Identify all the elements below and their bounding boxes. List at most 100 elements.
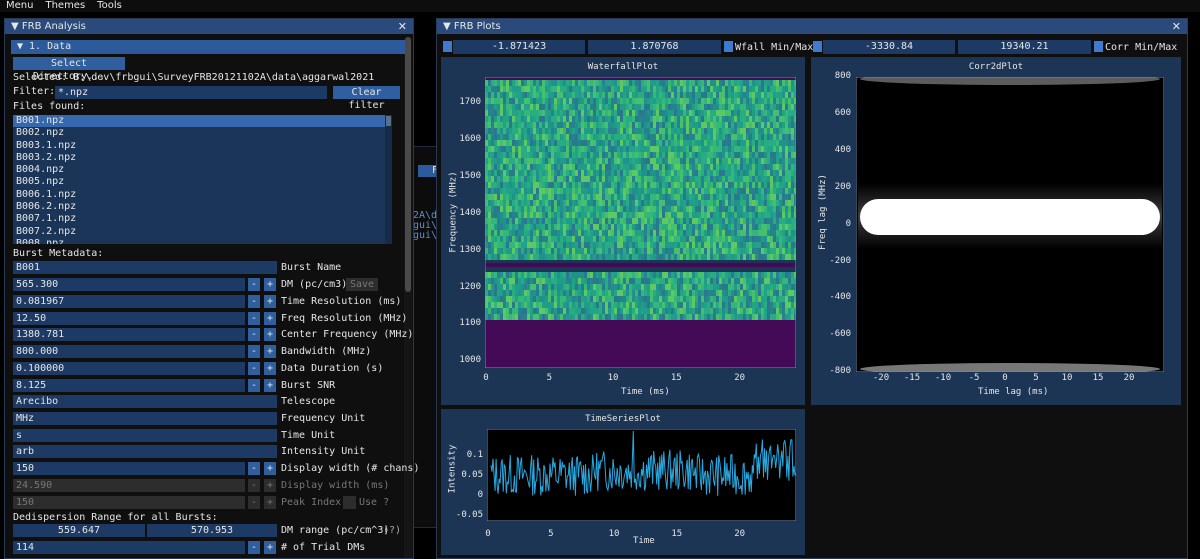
freq-resolution-plus-button[interactable]: + (264, 311, 276, 325)
burst-snr-minus-button[interactable]: - (248, 378, 260, 392)
time-unit-input[interactable]: s (13, 428, 277, 442)
corr2d-y-tick-label: -600 (829, 329, 851, 340)
file-list-item[interactable]: B007.1.npz (16, 213, 77, 225)
timeseries-plot[interactable]: TimeSeriesPlot 0.1 0.05 0 -0.05 0 5 10 15 20 Ti… (441, 409, 805, 555)
file-list-item[interactable]: B003.2.npz (16, 151, 77, 163)
corr-min-input[interactable]: -3330.84 (823, 40, 955, 54)
time-resolution-input[interactable]: 0.081967 (13, 294, 245, 308)
waterfall-x-tick-label: 15 (670, 373, 682, 383)
trial-dms-input[interactable]: 114 (13, 541, 245, 554)
freq-resolution-input[interactable]: 12.50 (13, 311, 245, 325)
close-icon[interactable]: ✕ (397, 20, 407, 33)
data-duration-plus-button[interactable]: + (264, 362, 276, 375)
display-width-chans-input[interactable]: 150 (13, 462, 245, 475)
trial-dms-minus-button[interactable]: - (248, 541, 260, 554)
select-directory-button[interactable]: Select Directory... (13, 57, 125, 82)
dm-input[interactable]: 565.300 (13, 278, 245, 291)
display-width-chans-minus-button[interactable]: - (248, 462, 260, 475)
file-list-item[interactable]: B006.1.npz (16, 188, 77, 200)
center-frequency-plus-button[interactable]: + (264, 328, 276, 342)
display-width-ms-minus-button[interactable]: - (248, 479, 260, 492)
timeseries-y-tick-label: 0.05 (461, 470, 483, 480)
plots-title-bar[interactable]: ▼ FRB Plots ✕ (437, 19, 1187, 34)
time-resolution-plus-button[interactable]: + (264, 294, 276, 308)
analysis-title-bar[interactable]: ▼ FRB Analysis ✕ (5, 19, 413, 34)
dm-plus-button[interactable]: + (264, 278, 276, 291)
timeseries-chart[interactable] (487, 429, 796, 521)
intensity-unit-input[interactable]: arb (13, 445, 277, 459)
peak-index-minus-button[interactable]: - (248, 496, 260, 509)
data-duration-input[interactable]: 0.100000 (13, 362, 245, 375)
file-list-item[interactable]: B003.1.npz (16, 139, 77, 151)
filter-input[interactable]: *.npz (55, 86, 327, 99)
wfall-max-grab-icon[interactable] (724, 41, 733, 52)
corr2d-central-blob (860, 199, 1160, 235)
freq-resolution-label: Freq Resolution (MHz) (281, 312, 408, 324)
waterfall-image[interactable] (485, 77, 796, 368)
frequency-unit-input[interactable]: MHz (13, 411, 277, 425)
corr2d-x-tick-label: -5 (968, 373, 980, 383)
file-list-item[interactable]: B002.npz (16, 127, 65, 139)
corr2d-image[interactable] (856, 77, 1164, 372)
help-marker[interactable]: (?) (383, 525, 402, 536)
display-width-ms-input[interactable]: 24.590 (13, 479, 245, 492)
save-dm-button[interactable]: Save (346, 278, 378, 291)
waterfall-x-tick-label: 5 (546, 373, 552, 383)
files-list[interactable]: B001.npz B002.npz B003.1.npz B003.2.npz B004… (13, 115, 392, 244)
analysis-scrollbar-thumb[interactable] (405, 37, 411, 292)
corr2d-x-tick-label: -15 (903, 373, 921, 383)
timeseries-x-tick-label: 15 (671, 529, 683, 539)
files-list-scrollbar-thumb[interactable] (386, 116, 391, 126)
dm-minus-button[interactable]: - (248, 278, 260, 291)
trial-dms-plus-button[interactable]: + (264, 541, 276, 554)
file-list-item[interactable]: B001.npz (13, 115, 392, 128)
close-icon[interactable]: ✕ (1171, 20, 1181, 33)
bandwidth-minus-button[interactable]: - (248, 345, 260, 359)
freq-resolution-minus-button[interactable]: - (248, 311, 260, 325)
center-frequency-input[interactable]: 1380.781 (13, 328, 245, 342)
use-peak-checkbox[interactable] (343, 496, 356, 509)
center-frequency-minus-button[interactable]: - (248, 328, 260, 342)
data-duration-minus-button[interactable]: - (248, 362, 260, 375)
peak-index-plus-button[interactable]: + (264, 496, 276, 509)
telescope-input[interactable]: Arecibo (13, 395, 277, 408)
wfall-min-input[interactable]: -1.871423 (453, 40, 585, 54)
burst-name-input[interactable]: B001 (13, 261, 277, 274)
burst-snr-input[interactable]: 8.125 (13, 378, 245, 392)
analysis-scrollbar[interactable] (404, 37, 412, 558)
dm-range-max-input[interactable]: 570.953 (147, 524, 277, 537)
waterfall-plot[interactable]: WaterfallPlot 1700 1600 1500 1400 1300 1200 11… (441, 57, 805, 405)
wfall-range-grab-icon[interactable] (443, 41, 452, 52)
trial-dms-label: # of Trial DMs (281, 542, 366, 553)
peak-index-input[interactable]: 150 (13, 496, 245, 509)
bg-fragment-text: F (432, 165, 438, 177)
file-list-item[interactable]: B008.npz (16, 237, 65, 244)
analysis-window-title: FRB Analysis (21, 21, 86, 32)
corr2d-plot[interactable]: Corr2dPlot 800 600 400 200 0 -200 -400 -600 -800… (811, 57, 1181, 405)
menu-item-tools[interactable]: Tools (97, 0, 122, 11)
corr-max-grab-icon[interactable] (1094, 41, 1103, 52)
burst-snr-plus-button[interactable]: + (264, 378, 276, 392)
bandwidth-plus-button[interactable]: + (264, 345, 276, 359)
corr-max-input[interactable]: 19340.21 (958, 40, 1091, 54)
display-width-ms-plus-button[interactable]: + (264, 479, 276, 492)
file-list-item[interactable]: B005.npz (16, 176, 65, 188)
file-list-item[interactable]: B006.2.npz (16, 201, 77, 213)
corr2d-x-tick-label: 0 (1002, 373, 1008, 383)
file-list-item[interactable]: B007.2.npz (16, 225, 77, 237)
time-resolution-minus-button[interactable]: - (248, 294, 260, 308)
collapse-arrow-icon[interactable]: ▼ (443, 21, 454, 32)
wfall-max-input[interactable]: 1.870768 (588, 40, 721, 54)
dm-range-min-input[interactable]: 559.647 (13, 524, 145, 537)
waterfall-y-tick-label: 1600 (459, 133, 481, 144)
file-list-item[interactable]: B004.npz (16, 164, 65, 176)
section-header-data[interactable]: ▼ 1. Data (11, 40, 405, 54)
bandwidth-input[interactable]: 800.000 (13, 345, 245, 359)
collapse-arrow-icon[interactable]: ▼ (11, 21, 22, 32)
files-list-scrollbar[interactable] (385, 115, 392, 244)
menu-item-themes[interactable]: Themes (45, 0, 86, 11)
corr-range-grab-icon[interactable] (813, 41, 822, 52)
clear-filter-button[interactable]: Clear filter (333, 86, 400, 111)
menu-item-menu[interactable]: Menu (6, 0, 34, 11)
display-width-chans-plus-button[interactable]: + (264, 462, 276, 475)
